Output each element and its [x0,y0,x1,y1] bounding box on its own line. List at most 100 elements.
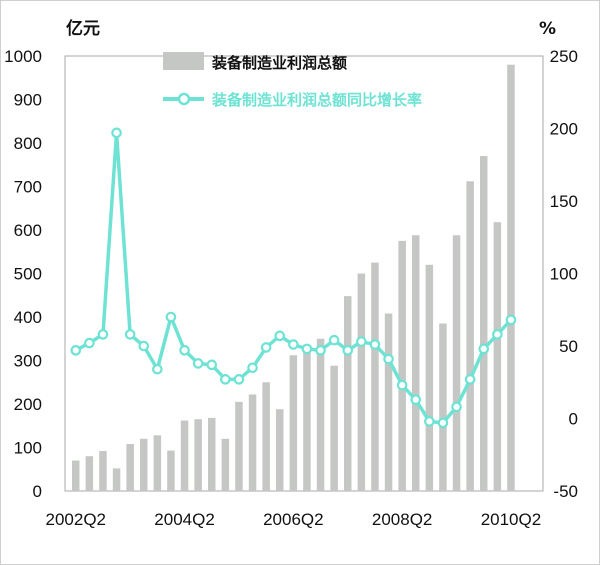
line-point [220,374,231,385]
bar [507,64,515,491]
bar [126,444,134,491]
left-axis-unit: 亿元 [66,18,100,39]
bar [466,181,474,491]
right-tick-label: 100 [550,265,578,284]
line-point [165,311,177,323]
line-point [315,345,326,356]
right-axis-unit: % [539,19,556,39]
bar [371,262,379,491]
bar [452,235,461,491]
bar [221,438,230,491]
bar [384,313,393,491]
left-tick-label: 300 [14,352,42,371]
right-tick-label: -50 [553,482,578,501]
left-tick-label: 500 [14,265,42,284]
line-point [505,314,517,326]
right-axis: 250 200 150 100 50 0 -50 [550,47,578,501]
bar [357,273,366,491]
x-tick-label: 2002Q2 [46,510,107,529]
line-point [97,329,109,340]
bar [140,438,148,491]
bar [99,450,107,491]
bar [72,460,80,491]
left-tick-label: 1000 [4,47,42,66]
left-tick-label: 400 [14,308,42,327]
x-tick-label: 2010Q2 [481,510,542,529]
right-tick-label: 200 [550,120,578,139]
line-point [288,339,299,350]
left-tick-label: 0 [33,482,42,501]
bar [180,420,189,491]
legend-bar-swatch [163,52,204,70]
right-tick-label: 50 [559,337,578,356]
legend-bar-label: 装备制造业利润总额 [211,54,347,72]
line-point [192,358,204,369]
bar [112,468,121,491]
line-point [301,343,313,355]
line-point [111,127,122,139]
right-tick-label: 250 [550,47,578,66]
bar [398,240,406,491]
line-point [410,394,422,405]
bar [235,401,243,491]
left-tick-label: 100 [14,439,42,458]
line-point [356,336,367,347]
line-point [138,340,150,352]
bar [262,382,270,491]
bar [412,235,420,491]
bar [480,156,488,492]
line-point [478,343,490,355]
bar [303,347,311,491]
line-point [124,329,136,340]
line-point [274,330,286,342]
line-point [369,339,381,350]
left-tick-label: 800 [14,134,42,153]
bar [316,338,325,491]
left-tick-label: 600 [14,221,42,240]
bar [439,323,447,491]
line-point [152,363,163,375]
legend-line-label: 装备制造业利润总额同比增长率 [211,91,422,109]
line-point [342,345,354,356]
line-point [492,329,503,340]
left-tick-label: 700 [14,178,42,197]
bar [276,409,284,491]
bar [85,456,94,491]
bar [493,222,502,492]
line-point [84,337,95,349]
bar [208,417,216,491]
left-tick-label: 900 [14,91,42,110]
bar [167,450,175,491]
line-series [70,127,517,429]
bar [344,296,352,491]
bar [153,435,162,491]
bar [289,355,298,491]
bar [330,365,338,491]
line-point [383,353,394,365]
bar [425,264,434,491]
line-point [424,416,435,427]
bar [194,419,202,491]
line-point [464,374,476,385]
bar-series [72,64,515,492]
line-point [179,345,190,356]
line-point [70,345,82,356]
line-point [451,401,462,413]
bar [248,394,257,491]
line-point [233,374,245,385]
line-point [437,417,449,429]
right-tick-label: 150 [550,192,578,211]
line-point [247,362,258,374]
line-point [206,359,218,371]
x-tick-label: 2006Q2 [263,510,324,529]
line-point [328,334,340,346]
line-point [396,379,408,391]
left-tick-label: 200 [14,395,42,414]
legend-line-marker [177,92,191,106]
x-tick-label: 2004Q2 [154,510,215,529]
right-tick-label: 0 [569,410,578,429]
line-point [260,342,272,353]
x-axis: 2002Q2 2004Q2 2006Q2 2008Q2 2010Q2 [46,510,542,529]
